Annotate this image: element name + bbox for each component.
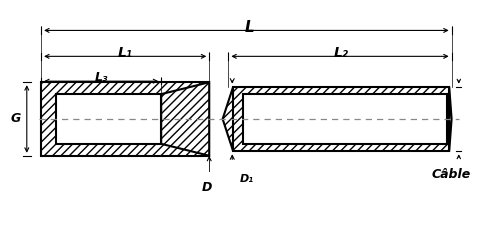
- Bar: [233, 87, 449, 151]
- Polygon shape: [449, 87, 452, 151]
- Bar: [41, 82, 209, 156]
- Polygon shape: [161, 82, 209, 156]
- Text: D: D: [202, 180, 212, 194]
- Text: Câble: Câble: [432, 168, 471, 180]
- Text: L: L: [245, 20, 255, 35]
- Bar: [233, 87, 449, 151]
- Bar: [41, 82, 209, 156]
- Text: L₃: L₃: [94, 72, 108, 84]
- Text: D₁: D₁: [240, 174, 254, 184]
- Text: G: G: [10, 112, 20, 126]
- Bar: [243, 94, 447, 144]
- Text: L₂: L₂: [334, 46, 348, 60]
- Polygon shape: [222, 87, 233, 151]
- Text: L₁: L₁: [118, 46, 132, 60]
- Bar: [56, 94, 161, 144]
